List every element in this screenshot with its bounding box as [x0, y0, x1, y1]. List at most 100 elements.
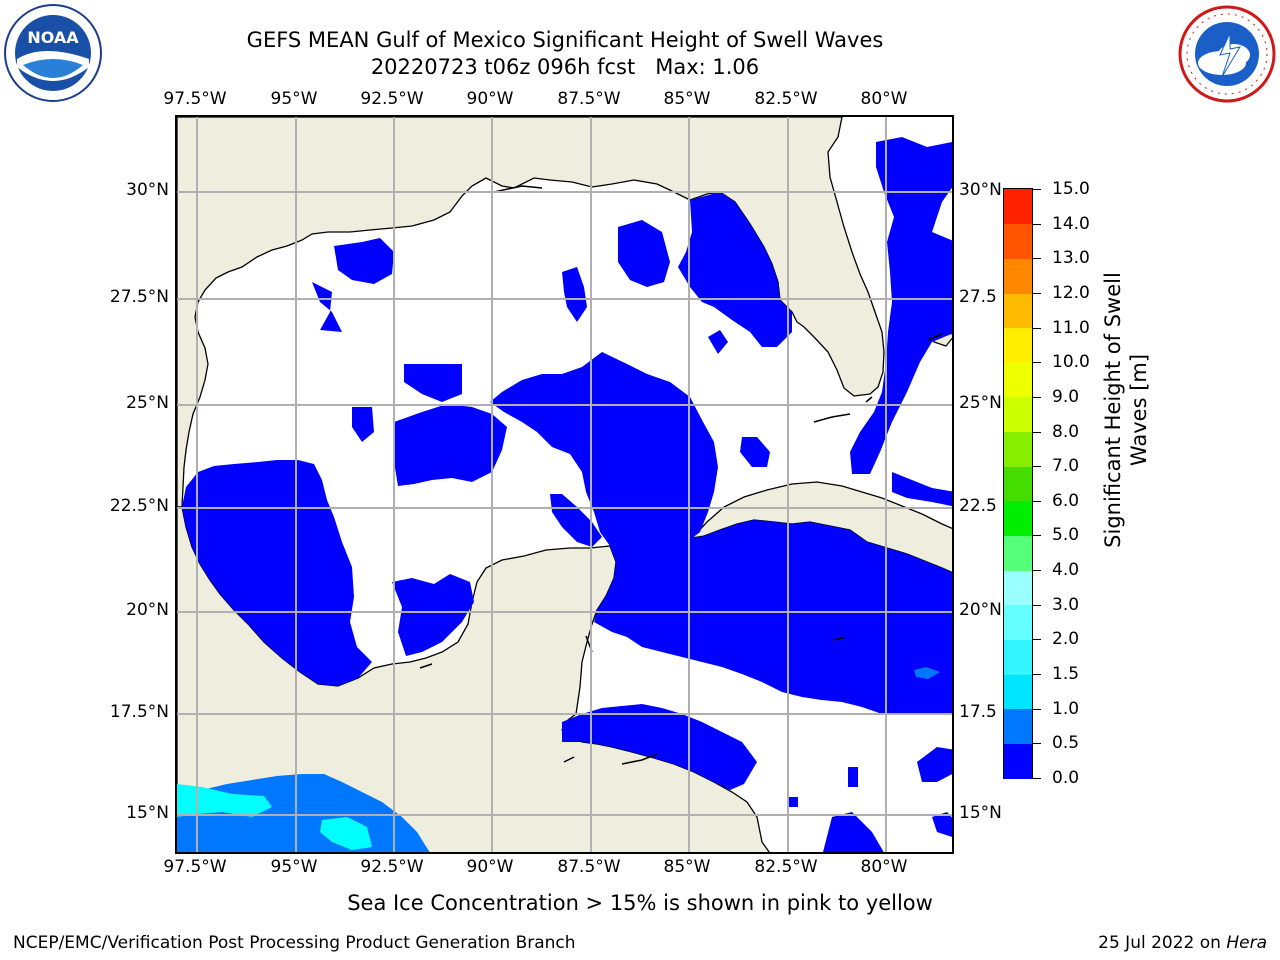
- colorbar-cell: [1004, 500, 1032, 537]
- lat-label: 17.5: [959, 702, 997, 722]
- colorbar-tick-mark: [1033, 397, 1041, 398]
- colorbar-title: Significant Height of Swell Waves [m]: [1100, 180, 1152, 640]
- colorbar-cell: [1004, 362, 1032, 398]
- colorbar-title-line1: Significant Height of Swell: [1101, 272, 1125, 548]
- noaa-logo: NOAA: [3, 3, 103, 103]
- colorbar-tick-label: 4.0: [1052, 560, 1080, 580]
- footer-date-text: 25 Jul 2022 on: [1098, 933, 1227, 953]
- colorbar-tick-label: 2.0: [1052, 629, 1080, 649]
- colorbar-cell: [1004, 743, 1032, 779]
- colorbar-title-line2: Waves [m]: [1127, 353, 1151, 467]
- lon-label: 82.5°W: [754, 857, 818, 877]
- colorbar-cell: [1004, 570, 1032, 606]
- nws-logo: [1178, 5, 1276, 103]
- colorbar-cell: [1004, 604, 1032, 640]
- colorbar-tick-label: 5.0: [1052, 525, 1080, 545]
- lon-label: 97.5°W: [163, 857, 227, 877]
- lon-label: 92.5°W: [360, 89, 424, 109]
- colorbar-tick-label: 1.5: [1052, 664, 1080, 684]
- lat-label: 25°N: [126, 393, 169, 413]
- lat-label: 30°N: [959, 180, 1002, 200]
- footer-host: Hera: [1226, 933, 1267, 953]
- colorbar-tick-label: 6.0: [1052, 491, 1080, 511]
- map-svg: [177, 117, 952, 852]
- colorbar-cell: [1004, 466, 1032, 502]
- colorbar: [1003, 188, 1033, 779]
- colorbar-cell: [1004, 396, 1032, 433]
- lon-label: 87.5°W: [557, 857, 621, 877]
- coastline-detail: [419, 185, 943, 765]
- colorbar-tick-label: 15.0: [1052, 179, 1090, 199]
- colorbar-tick-label: 10.0: [1052, 352, 1090, 372]
- lon-label: 80°W: [860, 89, 908, 109]
- colorbar-tick-mark: [1033, 605, 1041, 606]
- colorbar-tick-label: 0.0: [1052, 768, 1080, 788]
- colorbar-cell: [1004, 189, 1032, 225]
- map-panel: [175, 115, 954, 854]
- lat-label: 30°N: [126, 180, 169, 200]
- colorbar-tick-label: 7.0: [1052, 456, 1080, 476]
- colorbar-tick-label: 1.0: [1052, 699, 1080, 719]
- graticule: [177, 117, 952, 852]
- colorbar-tick-mark: [1033, 258, 1041, 259]
- lon-label: 95°W: [270, 89, 318, 109]
- svg-text:NOAA: NOAA: [27, 28, 79, 47]
- lon-label: 82.5°W: [754, 89, 818, 109]
- colorbar-tick-label: 3.0: [1052, 595, 1080, 615]
- colorbar-tick-label: 13.0: [1052, 248, 1090, 268]
- lon-label: 95°W: [270, 857, 318, 877]
- colorbar-tick-label: 12.0: [1052, 283, 1090, 303]
- colorbar-tick-label: 9.0: [1052, 387, 1080, 407]
- lat-label: 20°N: [126, 600, 169, 620]
- chart-title: GEFS MEAN Gulf of Mexico Significant Hei…: [246, 28, 884, 52]
- colorbar-tick-label: 8.0: [1052, 422, 1080, 442]
- colorbar-cell: [1004, 708, 1032, 744]
- colorbar-tick-mark: [1033, 778, 1041, 779]
- colorbar-cell: [1004, 535, 1032, 571]
- lon-label: 90°W: [466, 857, 514, 877]
- colorbar-cell: [1004, 292, 1032, 329]
- colorbar-tick-mark: [1033, 293, 1041, 294]
- colorbar-tick-mark: [1033, 189, 1041, 190]
- lat-label: 27.5: [959, 287, 997, 307]
- colorbar-tick-mark: [1033, 674, 1041, 675]
- colorbar-tick-mark: [1033, 501, 1041, 502]
- lon-label: 85°W: [663, 857, 711, 877]
- noaa-logo-icon: NOAA: [4, 4, 102, 102]
- footer-date: 25 Jul 2022 on Hera: [1098, 933, 1267, 953]
- lat-label: 17.5°N: [109, 702, 169, 722]
- chart-subtitle: 20220723 t06z 096h fcst Max: 1.06: [370, 55, 760, 79]
- lat-label: 22.5°N: [109, 496, 169, 516]
- colorbar-cell: [1004, 639, 1032, 675]
- colorbar-cell: [1004, 431, 1032, 467]
- colorbar-tick-mark: [1033, 224, 1041, 225]
- colorbar-tick-label: 11.0: [1052, 318, 1090, 338]
- lat-label: 27.5°N: [109, 287, 169, 307]
- colorbar-cell: [1004, 674, 1032, 710]
- colorbar-cell: [1004, 258, 1032, 294]
- swell-fill-0-0.5: [182, 137, 952, 852]
- lat-label: 22.5: [959, 496, 997, 516]
- colorbar-cell: [1004, 223, 1032, 259]
- colorbar-tick-mark: [1033, 709, 1041, 710]
- colorbar-tick-label: 0.5: [1052, 733, 1080, 753]
- lat-label: 15°N: [126, 803, 169, 823]
- lat-label: 20°N: [959, 600, 1002, 620]
- colorbar-tick-mark: [1033, 432, 1041, 433]
- colorbar-tick-mark: [1033, 466, 1041, 467]
- lat-label: 25°N: [959, 393, 1002, 413]
- colorbar-tick-mark: [1033, 328, 1041, 329]
- nws-logo-icon: [1178, 5, 1276, 103]
- colorbar-cell: [1004, 327, 1032, 363]
- lat-label: 15°N: [959, 803, 1002, 823]
- colorbar-tick-label: 14.0: [1052, 214, 1090, 234]
- swell-fill-1.0-1.5: [177, 784, 372, 850]
- lon-label: 92.5°W: [360, 857, 424, 877]
- colorbar-tick-mark: [1033, 639, 1041, 640]
- lon-label: 87.5°W: [557, 89, 621, 109]
- footer-credit: NCEP/EMC/Verification Post Processing Pr…: [13, 933, 576, 953]
- colorbar-tick-mark: [1033, 743, 1041, 744]
- lon-label: 97.5°W: [163, 89, 227, 109]
- sea-ice-note: Sea Ice Concentration > 15% is shown in …: [347, 891, 933, 915]
- colorbar-tick-mark: [1033, 570, 1041, 571]
